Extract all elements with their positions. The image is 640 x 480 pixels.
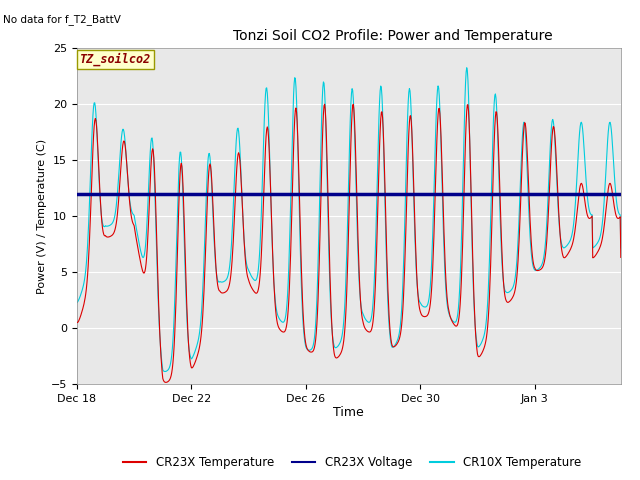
Text: No data for f_T2_BattV: No data for f_T2_BattV — [3, 14, 121, 25]
Y-axis label: Power (V) / Temperature (C): Power (V) / Temperature (C) — [36, 138, 47, 294]
Title: Tonzi Soil CO2 Profile: Power and Temperature: Tonzi Soil CO2 Profile: Power and Temper… — [232, 29, 552, 43]
Legend: CR23X Temperature, CR23X Voltage, CR10X Temperature: CR23X Temperature, CR23X Voltage, CR10X … — [118, 452, 586, 474]
X-axis label: Time: Time — [333, 407, 364, 420]
Text: TZ_soilco2: TZ_soilco2 — [79, 53, 151, 66]
